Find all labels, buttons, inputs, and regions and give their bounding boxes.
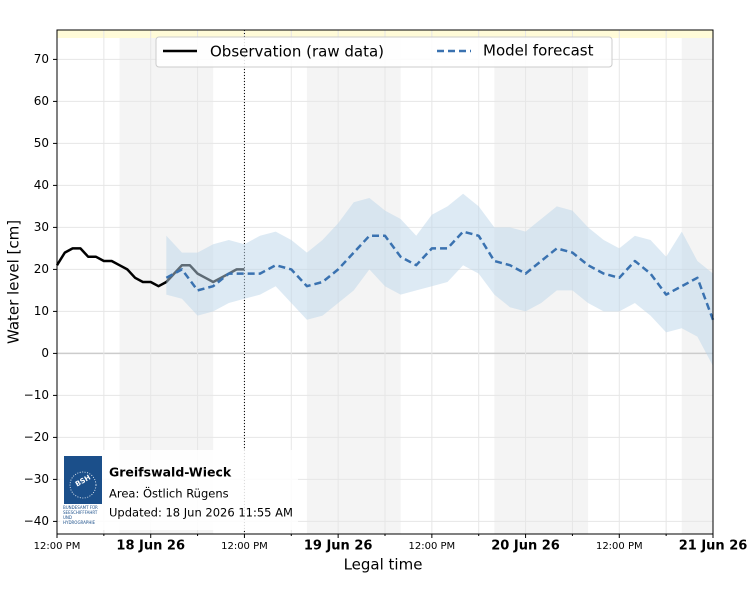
y-tick-label: −10 xyxy=(24,388,49,402)
x-tick-label: 20 Jun 26 xyxy=(491,539,560,554)
x-axis-label: Legal time xyxy=(344,556,423,574)
uncertainty-band xyxy=(166,193,714,366)
y-tick-label: 60 xyxy=(34,94,49,108)
legend: Observation (raw data) Model forecast xyxy=(155,36,613,68)
legend-label: Model forecast xyxy=(483,42,594,60)
x-tick-label: 12:00 PM xyxy=(409,541,456,552)
y-tick-label: 20 xyxy=(34,262,49,276)
y-tick-label: −20 xyxy=(24,430,49,444)
logo-ring xyxy=(69,471,97,499)
x-tick-label: 12:00 PM xyxy=(596,541,643,552)
x-tick-label: 19 Jun 26 xyxy=(304,539,373,554)
info-box: BSH BUNDESAMT FÜR SEESCHIFFFAHRT UND HYD… xyxy=(60,450,298,530)
logo-caption: BUNDESAMT FÜR SEESCHIFFFAHRT UND HYDROGR… xyxy=(63,505,98,525)
y-tick-label: 30 xyxy=(34,220,49,234)
updated: Updated: 18 Jun 2026 11:55 AM xyxy=(109,506,293,520)
y-axis-label: Water level [cm] xyxy=(5,220,23,344)
x-tick-label: 18 Jun 26 xyxy=(116,539,185,554)
logo xyxy=(64,456,102,504)
y-tick-label: 50 xyxy=(34,136,49,150)
x-tick-label: 12:00 PM xyxy=(34,541,81,552)
logo-caption-box: BUNDESAMT FÜR SEESCHIFFFAHRT UND HYDROGR… xyxy=(63,505,98,525)
legend-label: Observation (raw data) xyxy=(210,43,384,61)
series-line xyxy=(165,230,715,321)
y-tick-label: 10 xyxy=(34,304,49,318)
station-name: Greifswald-Wieck xyxy=(109,465,232,480)
x-tick-label: 12:00 PM xyxy=(221,541,268,552)
y-tick-label: 0 xyxy=(41,346,49,360)
y-tick-label: −30 xyxy=(24,472,49,486)
y-tick-label: −40 xyxy=(24,514,49,528)
legend-box xyxy=(155,36,613,68)
area: Area: Östlich Rügens xyxy=(109,485,229,501)
y-tick-label: 40 xyxy=(34,178,49,192)
y-tick-label: 70 xyxy=(34,52,49,66)
x-tick-label: 21 Jun 26 xyxy=(679,539,748,554)
